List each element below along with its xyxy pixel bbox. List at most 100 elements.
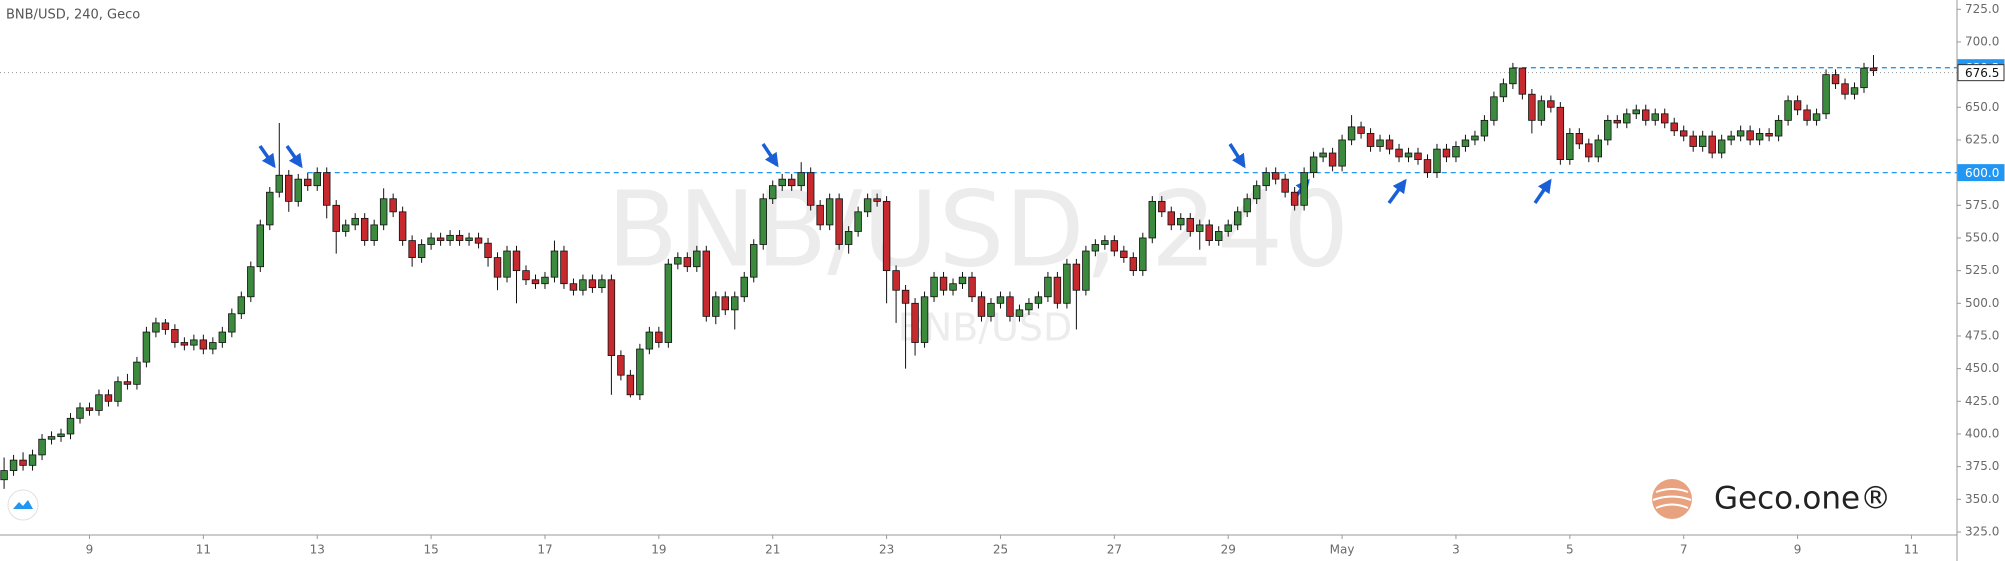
candle-body: [1604, 119, 1612, 141]
candle-body: [1423, 159, 1432, 174]
candle-body: [1072, 263, 1081, 291]
candle-body: [1499, 83, 1508, 98]
candle-body: [1120, 250, 1128, 258]
candle-body: [1774, 119, 1783, 137]
candle-body: [664, 263, 673, 343]
candle-body: [1414, 152, 1422, 160]
candle-body: [218, 331, 227, 343]
candle-body: [1252, 185, 1261, 200]
candle-body: [512, 250, 521, 272]
candle-body: [398, 211, 407, 241]
candle-body: [702, 250, 711, 317]
candle-body: [541, 276, 549, 285]
candle-body: [1034, 296, 1043, 304]
candle-body: [825, 198, 834, 226]
candle-body: [987, 302, 995, 317]
candle-body: [1708, 135, 1716, 154]
candle-body: [844, 231, 853, 245]
candle-body: [806, 172, 815, 206]
y-tick-label: 325.0: [1965, 524, 1999, 538]
candle-body: [816, 204, 824, 226]
candle-body: [1547, 100, 1555, 108]
candle-body: [911, 302, 919, 343]
candle-body: [1689, 135, 1697, 147]
candle-body: [503, 250, 511, 278]
candle-body: [1233, 211, 1242, 226]
candle-body: [446, 234, 454, 241]
candle-body: [1366, 133, 1375, 147]
candle-body: [1594, 139, 1603, 158]
candle-body: [38, 438, 46, 456]
candle-body: [161, 322, 170, 330]
candle-body: [1727, 135, 1735, 141]
candle-body: [1461, 139, 1470, 147]
candle-body: [1139, 237, 1147, 272]
y-tick-label: 650.0: [1965, 100, 1999, 114]
y-tick-label: 500.0: [1965, 296, 1999, 310]
candle-body: [1148, 200, 1157, 239]
candle-body: [1091, 244, 1100, 252]
candle-body: [28, 454, 37, 466]
candle-body: [1509, 67, 1517, 85]
candle-body: [66, 417, 75, 435]
candle-body: [1300, 172, 1308, 206]
candle-body: [1063, 263, 1071, 304]
candle-body: [1860, 67, 1868, 89]
candle-body: [958, 276, 967, 285]
candle-body: [57, 433, 65, 437]
candle-body: [617, 355, 625, 376]
x-tick-label: May: [1330, 543, 1355, 557]
candle-body: [1812, 113, 1821, 121]
arrow: [1533, 178, 1552, 204]
candle-body: [683, 257, 692, 268]
candle-body: [1006, 296, 1014, 317]
x-tick-label: 7: [1680, 543, 1688, 557]
candle-body: [313, 172, 321, 187]
candle-body: [190, 339, 198, 346]
candle-body: [560, 250, 568, 285]
candle-body: [1623, 113, 1631, 124]
candle-body: [370, 224, 378, 241]
candle-body: [275, 174, 283, 193]
candle-body: [1177, 217, 1185, 226]
candle-body: [892, 270, 900, 291]
candle-body: [731, 296, 739, 311]
candle-body: [759, 198, 767, 245]
candle-body: [1566, 133, 1574, 160]
candle-body: [787, 178, 796, 187]
x-tick-label: 15: [423, 543, 438, 557]
candle-body: [1585, 143, 1593, 158]
candle-body: [484, 242, 492, 258]
candle-body: [854, 211, 862, 232]
price-label: 676.5: [1965, 66, 1999, 80]
candle-body: [85, 407, 94, 411]
candle-body: [142, 331, 151, 363]
candle-body: [180, 342, 189, 346]
candle-body: [465, 237, 473, 241]
candle-body: [1765, 133, 1773, 137]
x-tick-label: 11: [1904, 543, 1919, 557]
candle-body: [721, 296, 729, 311]
price-label-box: [1957, 164, 2005, 182]
candle-body: [1642, 109, 1650, 121]
y-tick-label: 550.0: [1965, 230, 1999, 244]
candle-body: [901, 289, 910, 304]
candle-body: [1869, 67, 1878, 72]
x-tick-label: 3: [1452, 543, 1460, 557]
candle-body: [95, 394, 103, 411]
candle-body: [873, 198, 881, 202]
candle-body: [1101, 240, 1109, 245]
x-tick-label: 11: [196, 543, 211, 557]
arrow: [1387, 178, 1407, 205]
candle-body: [1822, 74, 1830, 115]
candle-body: [1651, 113, 1659, 121]
candle-body: [1717, 139, 1726, 154]
candle-body: [1025, 302, 1033, 311]
candle-body: [322, 172, 331, 206]
candle-body: [645, 331, 654, 350]
arrow: [285, 144, 303, 169]
candle-body: [968, 276, 976, 298]
candle-body: [294, 178, 302, 202]
candle-body: [674, 257, 682, 265]
candle-body: [1442, 148, 1451, 158]
